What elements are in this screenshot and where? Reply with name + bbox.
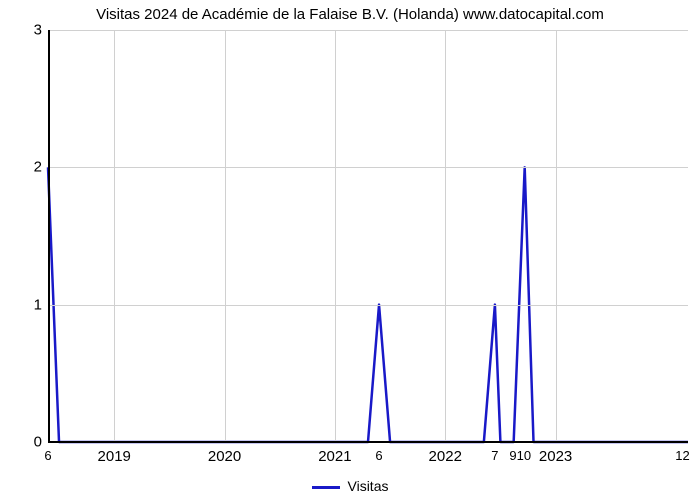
x-axis-line [48,441,688,443]
x-tick-label: 2021 [318,448,351,465]
x-gridline [556,30,557,442]
legend-swatch [312,486,340,489]
legend-label: Visitas [348,478,389,494]
y-gridline [48,167,688,168]
y-tick-label: 1 [12,296,42,313]
x-gridline [445,30,446,442]
x-gridline [114,30,115,442]
chart-title: Visitas 2024 de Académie de la Falaise B… [0,6,700,23]
y-tick-label: 2 [12,159,42,176]
x-gridline [335,30,336,442]
value-label: 7 [491,448,498,463]
value-label: 12 [675,448,689,463]
x-tick-label: 2022 [429,448,462,465]
y-tick-label: 0 [12,434,42,451]
x-gridline [225,30,226,442]
y-gridline [48,30,688,31]
y-axis-line [48,30,50,442]
value-label: 6 [375,448,382,463]
x-tick-label: 2023 [539,448,572,465]
value-label: 910 [509,448,531,463]
chart-container: Visitas 2024 de Académie de la Falaise B… [0,0,700,500]
x-tick-label: 2020 [208,448,241,465]
x-tick-label: 2019 [98,448,131,465]
y-gridline [48,305,688,306]
line-series [48,30,688,442]
plot-area: 01232019202020212022202366791012 [48,30,688,442]
value-label: 6 [44,448,51,463]
y-tick-label: 3 [12,22,42,39]
legend: Visitas [0,478,700,494]
